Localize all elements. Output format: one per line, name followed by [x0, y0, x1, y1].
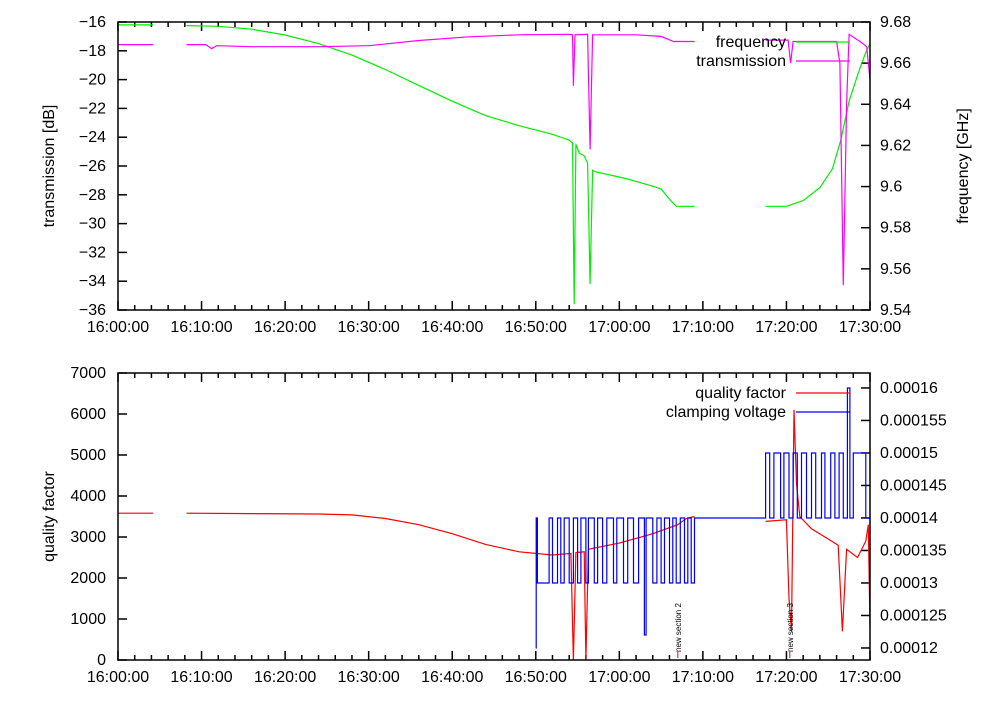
y-tick-label: −20	[79, 72, 106, 89]
series-line-frequency	[186, 33, 695, 150]
y2-tick-label: 0.00013	[880, 575, 938, 592]
y2-axis-label: frequency [GHz]	[955, 108, 972, 224]
x-tick-label: 16:50:00	[505, 319, 567, 336]
legend-label: quality factor	[695, 385, 786, 402]
y-tick-label: 3000	[70, 529, 106, 546]
y-tick-label: 0	[97, 652, 106, 669]
y-tick-label: −26	[79, 158, 106, 175]
y-tick-label: −32	[79, 244, 106, 261]
y-tick-label: 6000	[70, 406, 106, 423]
legend-label: clamping voltage	[666, 404, 786, 421]
x-tick-label: 17:20:00	[755, 319, 817, 336]
y-tick-label: 7000	[70, 365, 106, 382]
x-tick-label: 16:10:00	[170, 669, 232, 686]
x-tick-label: 16:40:00	[421, 669, 483, 686]
annotation-label: new section 3	[786, 603, 795, 652]
y2-tick-label: 9.68	[880, 14, 911, 31]
legend-label: frequency	[716, 34, 786, 51]
plot-frame	[117, 372, 871, 661]
x-tick-label: 16:00:00	[87, 319, 149, 336]
x-tick-label: 16:50:00	[505, 669, 567, 686]
series-line-quality-factor	[765, 409, 871, 632]
x-tick-label: 16:20:00	[254, 669, 316, 686]
y-axis-label: transmission [dB]	[41, 105, 58, 228]
series-line-quality-factor	[186, 512, 695, 661]
y-axis-label: quality factor	[41, 470, 58, 561]
x-tick-label: 16:10:00	[170, 319, 232, 336]
y-tick-label: −28	[79, 187, 106, 204]
y-tick-label: 5000	[70, 447, 106, 464]
quality-factor-panel: 16:00:00 16:10:00 16:20:00 16:30:00 16:40:00…	[41, 365, 947, 686]
y2-tick-label: 9.54	[880, 302, 911, 319]
y2-tick-label: 0.00016	[880, 380, 938, 397]
y2-tick-label: 9.56	[880, 261, 911, 278]
x-tick-label: 17:20:00	[755, 669, 817, 686]
y2-tick-label: 9.66	[880, 55, 911, 72]
y2-tick-label: 0.000155	[880, 412, 947, 429]
series-line-transmission	[765, 43, 871, 207]
series-line-transmission	[186, 25, 695, 305]
y2-tick-label: 0.00012	[880, 640, 938, 657]
series-line-clamping-voltage	[535, 387, 870, 649]
y-tick-label: −18	[79, 43, 106, 60]
y2-tick-label: 0.00015	[880, 445, 938, 462]
y-tick-label: −34	[79, 273, 106, 290]
x-tick-label: 17:30:00	[839, 669, 901, 686]
y-tick-label: −16	[79, 14, 106, 31]
x-tick-label: 16:20:00	[254, 319, 316, 336]
y2-tick-label: 9.58	[880, 220, 911, 237]
series-line-frequency	[765, 33, 871, 286]
x-tick-label: 16:00:00	[87, 669, 149, 686]
y-tick-label: −22	[79, 100, 106, 117]
x-tick-label: 17:30:00	[839, 319, 901, 336]
y2-tick-label: 9.64	[880, 96, 911, 113]
x-tick-label: 16:30:00	[338, 319, 400, 336]
y-tick-label: −30	[79, 216, 106, 233]
y-tick-label: 1000	[70, 611, 106, 628]
y2-tick-label: 9.6	[880, 179, 902, 196]
y2-tick-label: 0.000145	[880, 477, 947, 494]
y-tick-label: −36	[79, 302, 106, 319]
x-tick-label: 16:30:00	[338, 669, 400, 686]
y2-tick-label: 9.62	[880, 137, 911, 154]
y2-tick-label: 0.00014	[880, 510, 938, 527]
y2-tick-label: 0.000135	[880, 542, 947, 559]
legend-label: transmission	[696, 53, 786, 70]
x-tick-label: 17:00:00	[588, 319, 650, 336]
y2-tick-label: 0.000125	[880, 607, 947, 624]
x-tick-label: 17:10:00	[672, 319, 734, 336]
y-tick-label: 4000	[70, 488, 106, 505]
transmission-frequency-panel: 16:00:00 16:10:00 16:20:00 16:30:00 16:40:00…	[41, 14, 972, 336]
y-tick-label: −24	[79, 129, 106, 146]
x-tick-label: 17:00:00	[588, 669, 650, 686]
annotation-label: new section 2	[674, 603, 683, 652]
x-tick-label: 17:10:00	[672, 669, 734, 686]
x-tick-label: 16:40:00	[421, 319, 483, 336]
y-tick-label: 2000	[70, 570, 106, 587]
plot-frame	[117, 21, 871, 311]
